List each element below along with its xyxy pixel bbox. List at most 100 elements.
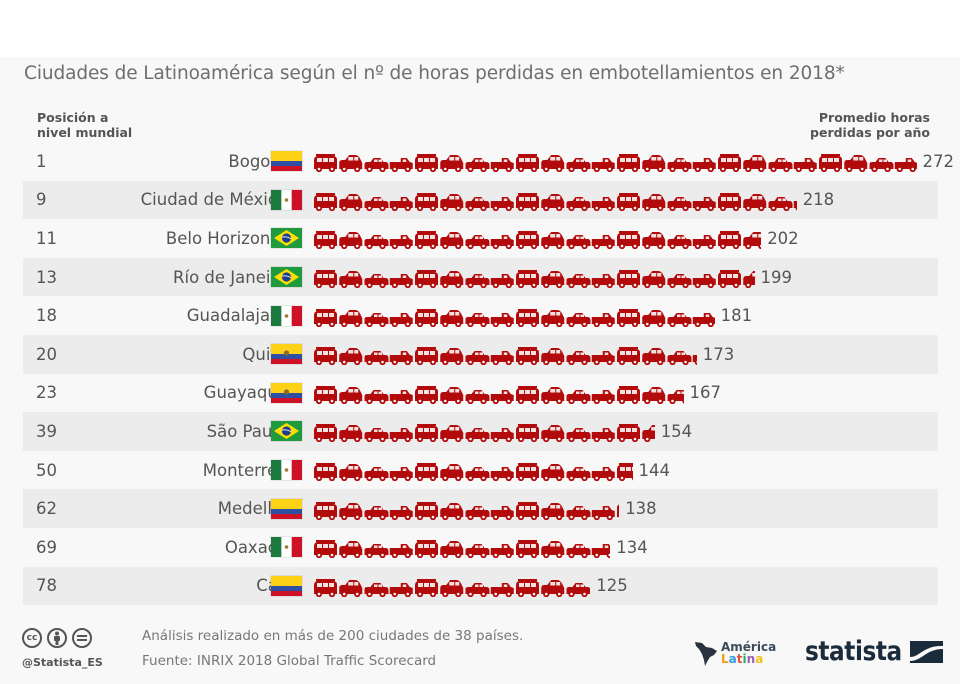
world-rank: 39 <box>36 421 57 441</box>
pickup-icon <box>389 312 413 327</box>
pickup-icon <box>389 235 413 250</box>
hatchback-icon <box>339 541 363 559</box>
pickup-icon <box>591 505 615 520</box>
table-row: 13 Río de Janeiro 199 <box>23 257 938 297</box>
sedan-icon <box>768 158 793 173</box>
car-pictogram <box>314 578 591 597</box>
hatchback-icon <box>339 502 363 520</box>
sedan-icon <box>566 505 591 520</box>
van-icon <box>516 231 539 250</box>
nd-icon[interactable] <box>72 628 92 648</box>
pickup-icon <box>591 312 615 327</box>
brazil-flag-icon <box>271 421 302 442</box>
hatchback-icon <box>642 271 666 289</box>
hatchback-icon <box>844 155 868 173</box>
hatchback-icon <box>339 386 363 404</box>
van-icon <box>314 308 337 327</box>
table-row: 18 Guadalajara 181 <box>23 296 938 335</box>
hatchback-icon <box>339 309 363 327</box>
pictogram-bar: 134 <box>313 536 648 559</box>
car-pictogram <box>314 463 633 482</box>
table-row: 1 Bogotá 272 <box>23 142 954 181</box>
city-label: Medellín <box>217 499 287 519</box>
hatchback-icon <box>541 232 565 250</box>
van-icon <box>314 540 337 559</box>
brazil-flag-icon <box>271 267 302 288</box>
statista-mark-icon <box>909 641 943 663</box>
pickup-icon <box>490 505 514 520</box>
hatchback-icon <box>440 232 464 250</box>
hatchback-icon <box>743 155 767 173</box>
pickup-icon <box>692 235 716 250</box>
pickup-icon <box>389 196 413 211</box>
city-label: Ciudad de México <box>140 190 287 210</box>
car-icons <box>313 459 633 482</box>
value-header-line-2: perdidas por año <box>810 125 930 140</box>
hatchback-icon <box>642 309 666 327</box>
car-icons <box>313 575 591 597</box>
car-icons <box>313 382 684 404</box>
car-icons <box>313 343 697 366</box>
hatchback-icon <box>339 155 363 173</box>
sedan-icon <box>364 196 389 211</box>
by-icon[interactable] <box>47 628 67 648</box>
sedan-icon <box>364 582 389 597</box>
van-icon <box>516 192 539 211</box>
sedan-icon <box>364 544 389 559</box>
hatchback-icon <box>642 193 666 211</box>
pickup-icon <box>591 274 615 289</box>
partner-letter: L <box>721 652 729 666</box>
van-icon <box>415 385 438 404</box>
van-icon <box>314 231 337 250</box>
van-icon <box>516 424 539 443</box>
pickup-icon <box>591 196 615 211</box>
sedan-icon <box>364 505 389 520</box>
pickup-icon <box>490 274 514 289</box>
van-icon <box>516 501 539 520</box>
statista-handle[interactable]: @Statista_ES <box>22 656 103 669</box>
world-rank: 20 <box>36 344 57 364</box>
sedan-icon <box>566 312 591 327</box>
van-icon <box>617 385 640 404</box>
colombia-flag-icon <box>271 151 302 172</box>
van-icon <box>617 154 640 173</box>
sedan-icon <box>465 235 490 250</box>
van-icon <box>617 270 640 289</box>
colombia-flag-icon <box>271 498 302 519</box>
world-rank: 1 <box>36 151 47 171</box>
mexico-flag-icon <box>271 305 302 326</box>
table-row: 9 Ciudad de México 218 <box>23 180 938 220</box>
hatchback-icon <box>440 425 464 443</box>
hours-value: 181 <box>720 306 753 326</box>
pickup-icon <box>591 389 615 404</box>
pickup-icon <box>490 196 514 211</box>
sedan-icon <box>566 274 591 289</box>
sedan-icon <box>465 582 490 597</box>
chart-rows: 1 Bogotá 272 9 Ciudad de México 218 11 Belo Hor… <box>23 142 954 606</box>
cc-icon[interactable]: cc <box>22 628 42 648</box>
pickup-icon <box>591 544 611 559</box>
van-icon <box>718 192 741 211</box>
rank-header-line-1: Posición a <box>37 110 109 125</box>
hatchback-icon <box>440 502 464 520</box>
pickup-icon <box>389 505 413 520</box>
world-rank: 9 <box>36 190 47 210</box>
hours-value: 125 <box>596 576 628 596</box>
car-pictogram <box>314 540 611 559</box>
pickup-icon <box>490 467 514 482</box>
world-rank: 78 <box>36 576 57 596</box>
van-icon <box>516 385 539 404</box>
car-icons <box>313 305 715 327</box>
car-icons <box>313 536 611 559</box>
car-icons <box>313 498 620 520</box>
van-icon <box>516 578 539 597</box>
sedan-icon <box>364 467 389 482</box>
sedan-icon <box>566 351 591 366</box>
hatchback-icon <box>642 425 655 443</box>
world-rank: 69 <box>36 537 57 557</box>
colombia-flag-icon <box>271 575 302 596</box>
pickup-icon <box>793 158 817 173</box>
pickup-icon <box>591 351 615 366</box>
van-icon <box>415 231 438 250</box>
sedan-icon <box>667 389 684 404</box>
